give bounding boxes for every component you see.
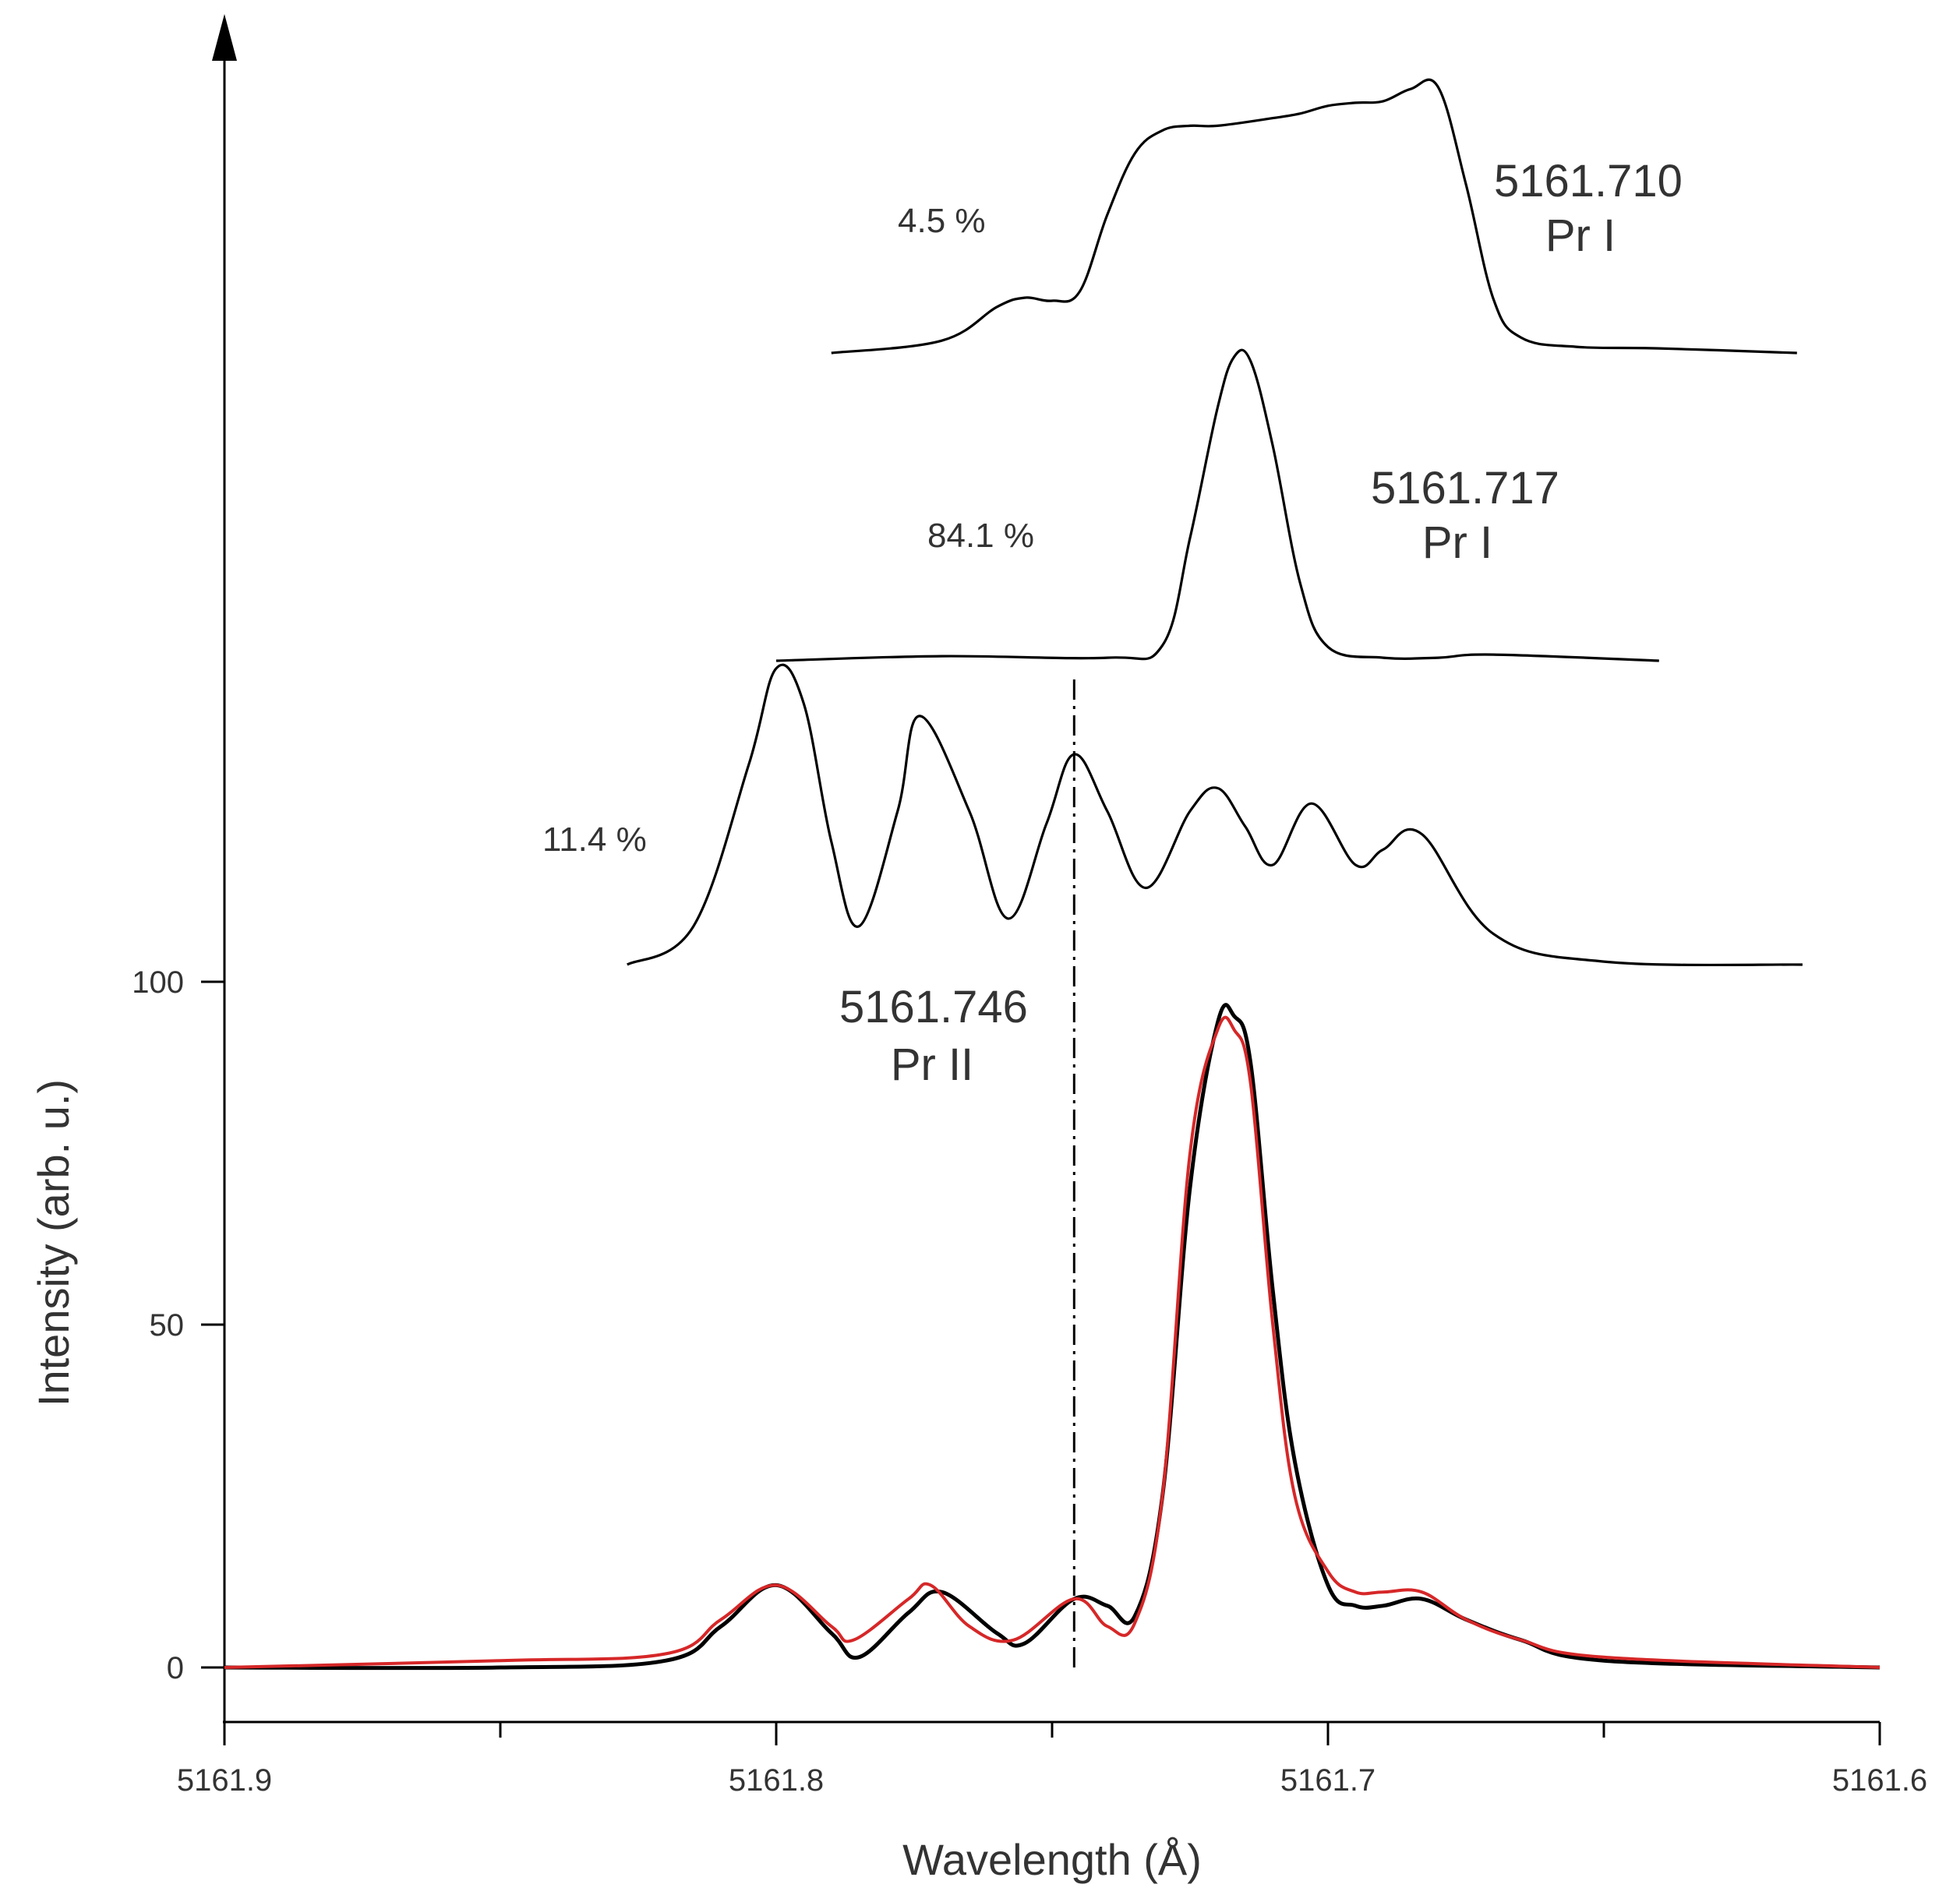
line-label-wavelength-5161-710: 5161.710 [1494, 156, 1683, 206]
line-label-wavelength-5161-717: 5161.717 [1371, 463, 1559, 513]
x-tick-label: 5161.6 [1832, 1763, 1927, 1798]
y-axis-title: Intensity (arb. u.) [29, 1079, 78, 1406]
line-label-species-pr-ii: Pr II [891, 1039, 973, 1090]
component-curve-5161-717-pr-i [775, 348, 1659, 662]
x-tick-label: 5161.9 [177, 1763, 272, 1798]
y-tick-label: 0 [167, 1651, 184, 1685]
measured-spectrum-line [224, 1003, 1881, 1671]
axes [212, 14, 1880, 1724]
line-label-species-pr-i-upper: Pr I [1545, 210, 1616, 261]
component-curve-5161-710-pr-i [831, 78, 1797, 355]
fitted-spectrum-line [224, 1015, 1881, 1669]
y-axis-arrow-icon [212, 14, 237, 61]
line-label-wavelength-5161-746: 5161.746 [839, 982, 1028, 1032]
x-tick-label: 5161.8 [729, 1763, 824, 1798]
y-tick-label: 100 [132, 965, 184, 1000]
x-axis-title: Wavelength (Å) [902, 1835, 1202, 1884]
y-ticks: 0 50 100 [132, 965, 224, 1685]
y-tick-label: 50 [150, 1308, 185, 1343]
percent-label-84-1: 84.1 % [927, 517, 1034, 555]
x-tick-label: 5161.7 [1280, 1763, 1376, 1798]
percent-label-11-4: 11.4 % [542, 820, 647, 859]
line-label-species-pr-i-middle: Pr I [1422, 517, 1492, 568]
component-curve-5161-746-pr-ii [626, 663, 1803, 967]
percent-label-4-5: 4.5 % [898, 202, 986, 240]
x-ticks: 5161.9 5161.8 5161.7 5161.6 [177, 1722, 1927, 1798]
